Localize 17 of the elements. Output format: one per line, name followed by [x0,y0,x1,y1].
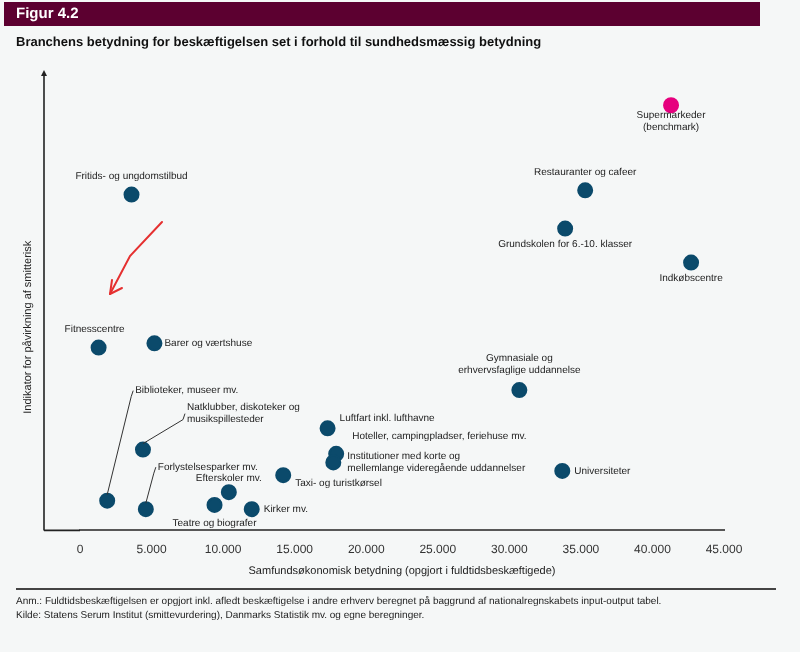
point [275,467,292,484]
point [90,339,107,356]
point [220,484,237,501]
point [243,501,260,518]
point [137,501,154,518]
point [554,462,571,479]
point [577,182,594,199]
point [319,420,336,437]
point [99,492,116,509]
point [123,186,140,203]
point [206,496,223,513]
point [683,254,700,271]
point [134,441,151,458]
point [325,454,342,471]
point [146,335,163,352]
point [511,382,528,399]
point [557,220,574,237]
